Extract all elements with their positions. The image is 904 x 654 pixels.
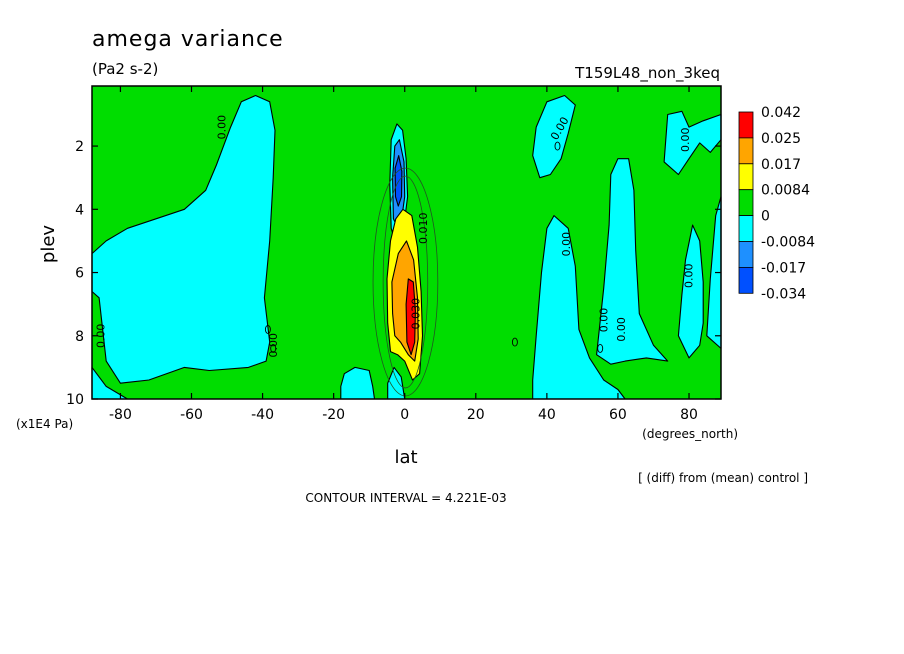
contour-label-10: 0.030 bbox=[410, 298, 423, 330]
legend-level-6: -0.017 bbox=[761, 260, 806, 276]
contour-speck-2 bbox=[511, 337, 518, 347]
legend-level-2: 0.017 bbox=[761, 157, 801, 173]
legend-swatch-1 bbox=[738, 137, 754, 165]
legend-swatch-0 bbox=[738, 111, 754, 139]
contour-label-6: 0.00 bbox=[679, 127, 692, 152]
y-tick-label-1: 4 bbox=[75, 202, 84, 218]
contour-label-9: 0.010 bbox=[417, 213, 430, 245]
x-tick-label-2: -40 bbox=[251, 407, 274, 423]
y-tick-label-0: 2 bbox=[75, 139, 84, 155]
plot-frame bbox=[91, 85, 722, 400]
legend-swatch-5 bbox=[738, 241, 754, 268]
contour-label-8: 0.00 bbox=[683, 263, 696, 288]
y-axis-label: plev bbox=[38, 225, 59, 264]
legend-swatch-2 bbox=[738, 163, 754, 191]
x-tick-label-3: -20 bbox=[322, 407, 345, 423]
x-tick-label-8: 80 bbox=[680, 407, 698, 423]
contour-region-0 bbox=[91, 94, 276, 384]
contour-region-10 bbox=[405, 278, 416, 356]
legend-level-3: 0.0084 bbox=[761, 183, 810, 199]
contour-label-7: 0.00 bbox=[560, 232, 573, 257]
y-axis: 2 4 6 8 10 bbox=[66, 139, 721, 408]
legend-level-0: 0.042 bbox=[761, 105, 801, 121]
legend-level-4: 0 bbox=[761, 209, 770, 225]
diff-note: [ (diff) from (mean) control ] bbox=[638, 471, 808, 485]
plot-area: 0.000.00 0.000.000.00 0.000.000.000.000.01… bbox=[91, 85, 722, 400]
contour-interval: CONTOUR INTERVAL = 4.221E-03 bbox=[305, 491, 506, 505]
y-tick-label-3: 8 bbox=[75, 329, 84, 345]
run-label: T159L48_non_3keq bbox=[574, 64, 720, 83]
contour-line-1 bbox=[372, 167, 439, 397]
x-tick-label-4: 0 bbox=[400, 407, 409, 423]
contour-line-0 bbox=[382, 175, 429, 389]
contour-regions bbox=[91, 94, 722, 400]
y-axis-units: (x1E4 Pa) bbox=[16, 417, 73, 431]
legend-level-7: -0.034 bbox=[761, 286, 806, 302]
contour-region-11 bbox=[532, 215, 626, 400]
contour-speck-0 bbox=[264, 324, 271, 334]
legend-swatch-6 bbox=[738, 266, 754, 294]
contour-label-5: 0.00 bbox=[615, 317, 628, 342]
x-tick-label-0: -80 bbox=[109, 407, 132, 423]
contour-speck-4 bbox=[554, 141, 561, 151]
chart-title: amega variance bbox=[92, 27, 284, 52]
y-tick-label-4: 10 bbox=[66, 392, 84, 408]
x-tick-label-7: 60 bbox=[609, 407, 627, 423]
x-axis-units: (degrees_north) bbox=[642, 427, 738, 441]
contour-speck-3 bbox=[597, 343, 604, 353]
contour-label-1: 0.00 bbox=[94, 324, 107, 349]
contour-label-4: 0.00 bbox=[597, 308, 610, 333]
chart-units: (Pa2 s-2) bbox=[92, 60, 158, 78]
contour-region-16 bbox=[706, 196, 722, 349]
x-tick-label-5: 20 bbox=[467, 407, 485, 423]
contour-speck-1 bbox=[270, 343, 277, 353]
contour-region-13 bbox=[532, 94, 576, 179]
x-tick-label-1: -60 bbox=[180, 407, 203, 423]
contour-label-0: 0.00 bbox=[215, 115, 228, 140]
contour-label-2: 0.00 bbox=[267, 333, 280, 358]
legend-level-5: -0.0084 bbox=[761, 235, 815, 251]
legend-level-1: 0.025 bbox=[761, 131, 801, 147]
color-legend: 0.042 0.025 0.017 0.0084 0 -0.0084 -0.017 -0.03… bbox=[738, 105, 815, 302]
x-axis: -80 -60 -40 -20 0 20 40 60 80 bbox=[109, 86, 698, 423]
legend-swatch-3 bbox=[738, 189, 754, 216]
x-axis-label: lat bbox=[394, 447, 417, 468]
contour-region-15 bbox=[677, 224, 704, 359]
x-tick-label-6: 40 bbox=[538, 407, 556, 423]
y-tick-label-2: 6 bbox=[75, 266, 84, 282]
contour-region-12 bbox=[596, 158, 669, 365]
legend-swatch-4 bbox=[738, 215, 754, 242]
